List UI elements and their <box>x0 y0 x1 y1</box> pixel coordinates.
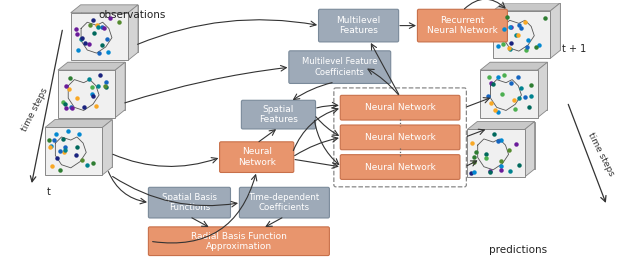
FancyBboxPatch shape <box>417 9 508 42</box>
FancyBboxPatch shape <box>45 127 102 175</box>
FancyBboxPatch shape <box>239 187 330 218</box>
Text: Neural
Network: Neural Network <box>238 147 276 167</box>
Text: observations: observations <box>99 10 166 20</box>
FancyBboxPatch shape <box>480 70 538 118</box>
Text: Spatial
Features: Spatial Features <box>259 105 298 124</box>
FancyBboxPatch shape <box>493 11 550 58</box>
Polygon shape <box>45 120 112 127</box>
Polygon shape <box>493 3 561 11</box>
Polygon shape <box>68 62 125 110</box>
Polygon shape <box>538 62 547 118</box>
FancyBboxPatch shape <box>340 95 460 120</box>
Text: Neural Network: Neural Network <box>365 103 435 112</box>
FancyBboxPatch shape <box>319 9 399 42</box>
Polygon shape <box>477 122 534 169</box>
FancyBboxPatch shape <box>220 142 294 173</box>
Polygon shape <box>58 62 125 70</box>
Polygon shape <box>503 3 561 50</box>
Polygon shape <box>55 120 112 167</box>
Text: Multilevel
Features: Multilevel Features <box>337 16 381 35</box>
Text: Radial Basis Function
Approximation: Radial Basis Function Approximation <box>191 232 287 251</box>
Polygon shape <box>525 122 534 177</box>
Text: predictions: predictions <box>489 245 547 255</box>
Text: Recurrent
Neural Network: Recurrent Neural Network <box>427 16 498 35</box>
FancyBboxPatch shape <box>241 100 316 129</box>
FancyBboxPatch shape <box>58 70 115 118</box>
Text: t: t <box>47 187 51 197</box>
Polygon shape <box>102 120 112 175</box>
Polygon shape <box>550 3 561 58</box>
Text: Multilevel Feature
Coefficients: Multilevel Feature Coefficients <box>302 57 378 77</box>
Polygon shape <box>81 5 138 52</box>
FancyBboxPatch shape <box>467 129 525 177</box>
Polygon shape <box>128 5 138 60</box>
FancyBboxPatch shape <box>340 155 460 179</box>
Text: t + 1: t + 1 <box>563 44 587 54</box>
Text: time steps: time steps <box>20 86 50 133</box>
FancyBboxPatch shape <box>148 187 230 218</box>
Text: Spatial Basis
Functions: Spatial Basis Functions <box>162 193 217 212</box>
FancyBboxPatch shape <box>340 125 460 150</box>
Polygon shape <box>490 62 547 110</box>
Polygon shape <box>480 62 547 70</box>
Polygon shape <box>115 62 125 118</box>
FancyBboxPatch shape <box>148 227 330 256</box>
FancyBboxPatch shape <box>71 13 128 60</box>
Polygon shape <box>71 5 138 13</box>
Text: Neural Network: Neural Network <box>365 133 435 142</box>
Text: Time-dependent
Coefficients: Time-dependent Coefficients <box>249 193 320 212</box>
Polygon shape <box>467 122 534 129</box>
FancyBboxPatch shape <box>289 51 390 84</box>
Text: time steps: time steps <box>586 131 616 177</box>
Text: Neural Network: Neural Network <box>365 163 435 171</box>
